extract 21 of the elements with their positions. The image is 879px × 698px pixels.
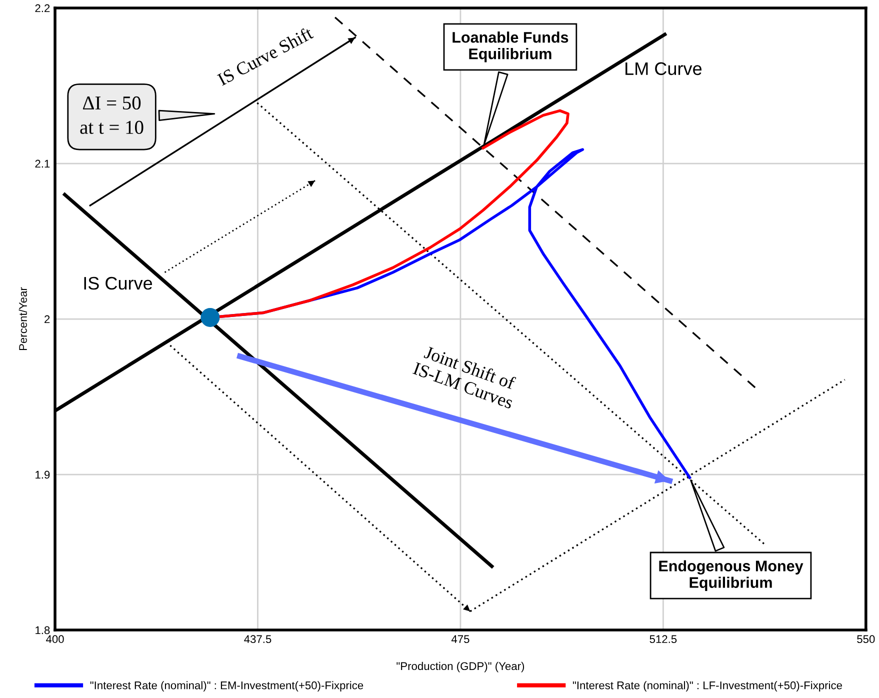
series-label: LM Curve: [626, 62, 702, 76]
x-tick-label: 475: [451, 635, 470, 644]
y-tick-label: 2.2: [35, 4, 50, 12]
legend-label: "Interest Rate (nominal)" : LF-Investment(+50)-Fixprice: [572, 681, 842, 692]
annotation: Joint Shift of IS-LM Curves: [412, 345, 516, 409]
y-tick-label: 1.9: [36, 470, 50, 479]
x-tick-label: 550: [857, 635, 875, 644]
x-tick-label: 512.5: [650, 635, 677, 644]
y-tick-label: 2.1: [35, 160, 50, 168]
legend-label: "Interest Rate (nominal)" : EM-Investment(+50)-Fixprice: [90, 681, 364, 692]
y-tick-label: 2: [44, 315, 50, 324]
y-tick-label: 1.8: [36, 626, 50, 634]
y-axis-title: Percent/Year: [18, 287, 27, 350]
annotation: Endogenous Money Equilibrium: [659, 560, 804, 591]
x-tick-label: 437.5: [244, 635, 272, 644]
series-label: IS Curve: [84, 276, 152, 290]
annotation: ΔI = 50 at t = 10: [80, 96, 144, 134]
x-axis-title: "Production (GDP)" (Year): [396, 662, 524, 672]
annotation: IS Curve Shift: [216, 26, 314, 86]
x-tick-label: 400: [46, 635, 64, 644]
annotation: Loanable Funds Equilibrium: [452, 32, 568, 62]
